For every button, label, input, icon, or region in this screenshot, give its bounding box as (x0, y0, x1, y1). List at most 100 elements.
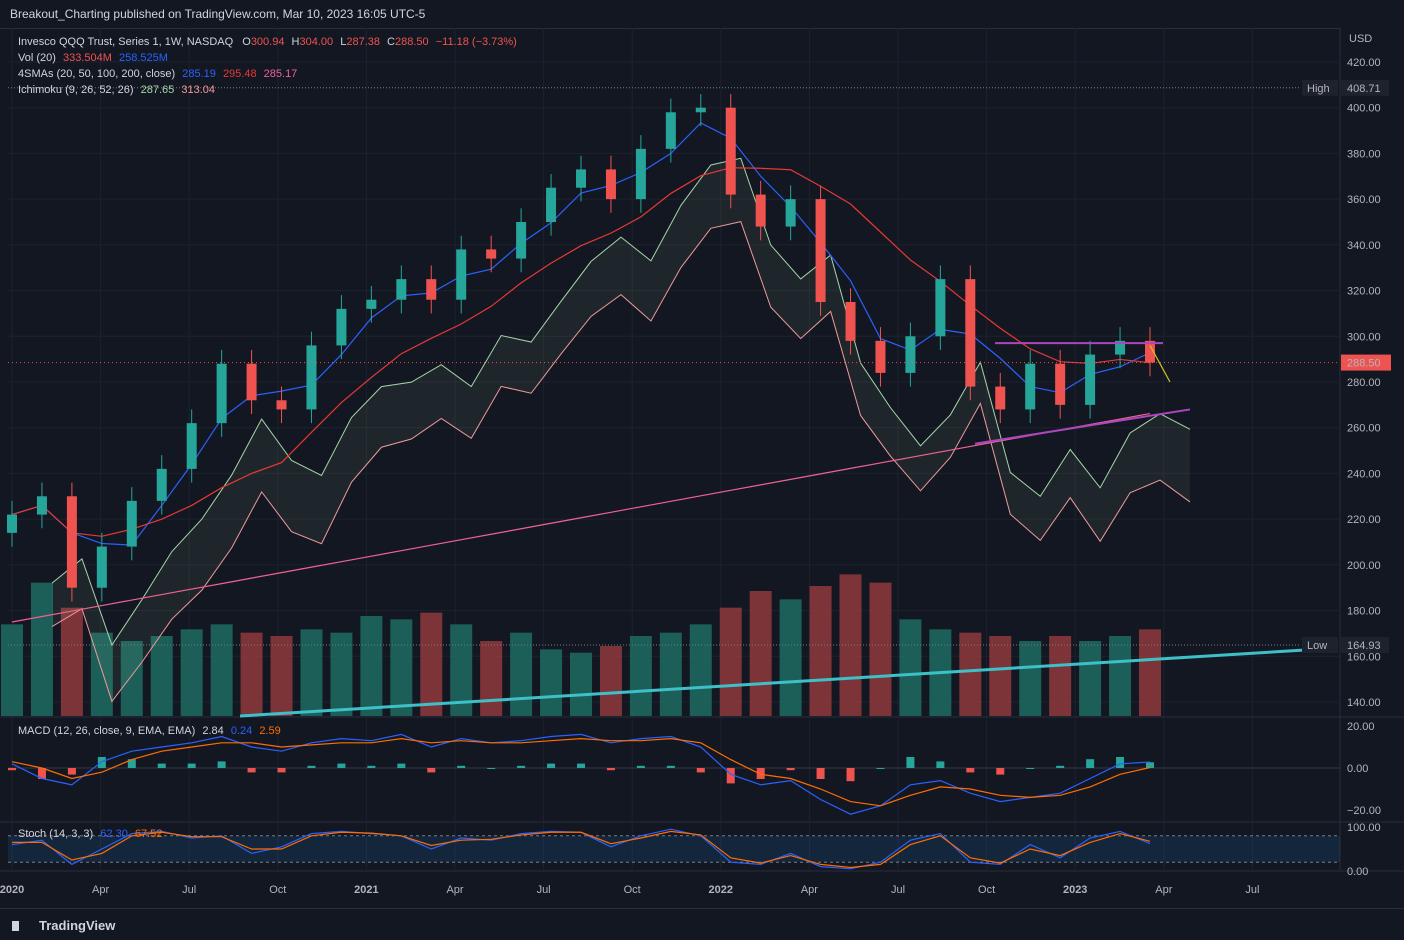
candle-body (905, 336, 916, 373)
macd-histogram-bar (606, 768, 615, 771)
macd-tick-label: −20.00 (1347, 805, 1381, 817)
high-value: 408.71 (1347, 83, 1381, 95)
time-tick-label: Apr (801, 884, 818, 896)
macd-histogram-bar (307, 765, 316, 768)
price-tick-label: 280.00 (1347, 377, 1381, 389)
time-tick-label: Jul (891, 884, 905, 896)
macd-histogram-bar (37, 768, 46, 779)
candle-body (725, 107, 736, 195)
legend-main: Invesco QQQ Trust, Series 1, 1W, NASDAQ … (18, 36, 517, 48)
macd-histogram-bar (876, 768, 885, 769)
legend-l-label: L (340, 36, 347, 48)
volume-bar (599, 646, 622, 716)
legend-sma-v2: 295.48 (222, 68, 257, 80)
candle-body (276, 400, 287, 410)
volume-bar (570, 652, 592, 716)
volume-bar (150, 636, 173, 716)
price-tick-label: 300.00 (1347, 331, 1381, 343)
volume-bar (510, 632, 533, 716)
volume-bar (1139, 629, 1161, 716)
ichimoku-span-b (51, 221, 1191, 703)
macd-histogram-bar (67, 768, 76, 775)
volume-bar (1049, 636, 1072, 716)
macd-histogram-bar (636, 765, 645, 768)
support-line (974, 408, 1191, 445)
low-value-bg (1341, 637, 1389, 654)
volume-bar (300, 629, 323, 716)
macd-histogram-bar (427, 768, 436, 773)
candle-body (815, 199, 826, 302)
candle-body (426, 279, 437, 300)
macd-histogram-bar (277, 768, 286, 773)
macd-histogram-bar (966, 768, 975, 773)
macd-histogram-bar (187, 763, 196, 768)
macd-histogram-bar (696, 768, 705, 773)
volume-bar (1079, 641, 1102, 716)
macd-histogram-bar (577, 763, 585, 768)
legend-ichi-label: Ichimoku (9, 26, 52, 26) (18, 84, 134, 96)
volume-bar (120, 641, 143, 716)
legend-ichi-v2: 313.04 (181, 84, 215, 96)
low-label: Low (1307, 640, 1327, 652)
legend-ichimoku: Ichimoku (9, 26, 52, 26) 287.65 313.04 (18, 84, 215, 96)
volume-bar (869, 582, 892, 716)
legend-vol-label: Vol (20) (18, 52, 56, 64)
macd-histogram-bar (996, 768, 1005, 775)
candle-body (216, 363, 227, 424)
high-label-bg (1302, 79, 1338, 96)
macd-histogram-bar (1056, 765, 1065, 768)
volume-bar (1019, 641, 1042, 716)
volume-bar (420, 612, 443, 716)
time-tick-label: 2022 (709, 884, 733, 896)
tradingview-logo[interactable]: TradingView (12, 918, 115, 933)
chart-canvas[interactable]: 420.00 400.00 380.00 360.00 340.00 320.00 300.… (0, 28, 1404, 908)
candle-body (66, 496, 77, 588)
legend-macd: MACD (12, 26, close, 9, EMA, EMA) 2.84 0… (18, 725, 281, 737)
time-tick-label: 2023 (1063, 884, 1087, 896)
price-tick-label: 320.00 (1347, 286, 1381, 298)
price-tick-label: 360.00 (1347, 194, 1381, 206)
candle-body (1115, 340, 1126, 355)
legend-stoch: Stoch (14, 3, 3) 62.30 67.52 (18, 828, 162, 840)
high-label: High (1307, 83, 1330, 95)
time-tick-label: Jul (537, 884, 551, 896)
legend-close: 288.50 (395, 36, 429, 48)
candle-body (96, 546, 107, 588)
chart-area[interactable]: 420.00 400.00 380.00 360.00 340.00 320.00 300.… (0, 28, 1404, 908)
candle-body (336, 308, 347, 346)
volume-bar (749, 591, 772, 716)
legend-c-label: C (387, 36, 395, 48)
volume-bar (360, 616, 383, 716)
legend-stoch-label: Stoch (14, 3, 3) (18, 828, 94, 840)
time-tick-label: Oct (624, 884, 641, 896)
price-tick-label: 160.00 (1347, 651, 1381, 663)
legend-macd-v2: 0.24 (230, 725, 253, 737)
high-value-bg (1341, 79, 1389, 96)
candle-body (785, 199, 796, 227)
candle-body (1055, 363, 1066, 405)
volume-bar (779, 599, 802, 716)
legend-symbol: Invesco QQQ Trust, Series 1, 1W, NASDAQ (18, 36, 234, 48)
legend-change: −11.18 (−3.73%) (435, 36, 517, 48)
volume-bar (210, 624, 233, 716)
price-tick-label: 340.00 (1347, 240, 1381, 252)
candle-body (665, 112, 676, 149)
price-tick-label: 240.00 (1347, 468, 1381, 480)
legend-sma: 4SMAs (20, 50, 100, 200, close) 285.19 2… (18, 68, 297, 80)
volume-bar (480, 641, 503, 716)
macd-histogram-bar (1086, 759, 1095, 768)
volume-bar (659, 632, 682, 716)
volume-bar (330, 632, 353, 716)
ichimoku-span-a (51, 157, 1191, 647)
legend-macd-v3: 2.59 (259, 725, 281, 737)
price-tick-label: 260.00 (1347, 423, 1381, 435)
publish-line: Breakout_Charting published on TradingVi… (10, 7, 426, 21)
legend-vol-v1: 333.504M (62, 52, 112, 64)
last-price-tag: 288.50 (1347, 358, 1381, 370)
macd-histogram-bar (726, 768, 735, 784)
volume-bar (989, 636, 1012, 716)
tradingview-logo-icon (12, 921, 33, 931)
sma-50-line (11, 167, 1151, 537)
macd-signal-line (11, 737, 1151, 807)
candle-body (246, 363, 257, 401)
